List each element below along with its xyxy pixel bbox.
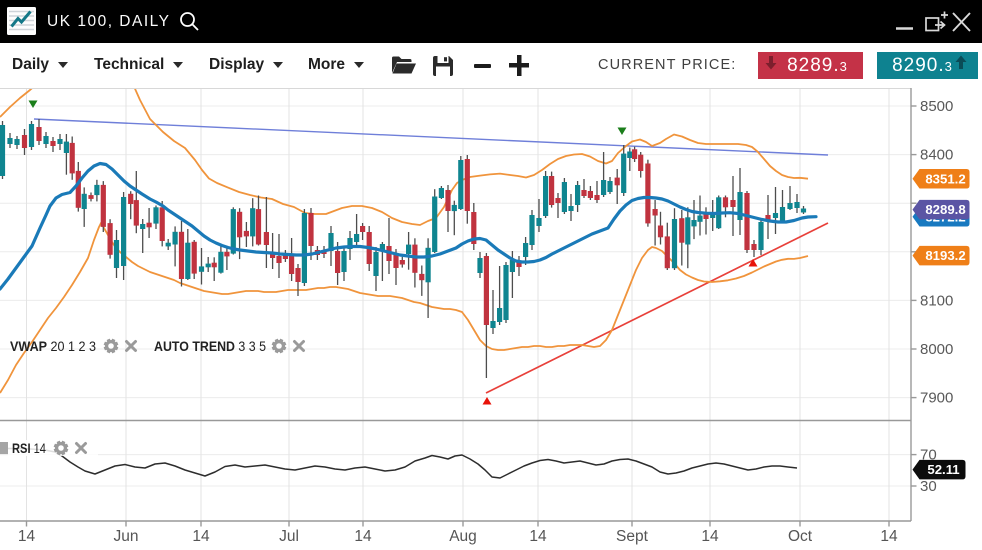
svg-text:70: 70 (920, 447, 937, 464)
svg-text:8193.2: 8193.2 (925, 248, 965, 263)
svg-text:Aug: Aug (449, 528, 477, 545)
svg-text:8351.2: 8351.2 (925, 171, 965, 186)
svg-text:Sept: Sept (616, 528, 649, 545)
svg-text:AUTO TREND 3 3 5: AUTO TREND 3 3 5 (154, 339, 266, 354)
svg-text:8289.8: 8289.8 (925, 202, 965, 217)
svg-text:14: 14 (880, 528, 898, 545)
svg-text:RSI 14: RSI 14 (12, 441, 46, 456)
svg-text:Jul: Jul (279, 528, 299, 545)
svg-text:14: 14 (354, 528, 372, 545)
svg-text:14: 14 (192, 528, 210, 545)
svg-text:8000: 8000 (920, 341, 953, 358)
svg-text:Jun: Jun (114, 528, 139, 545)
svg-text:Oct: Oct (788, 528, 813, 545)
svg-text:14: 14 (529, 528, 547, 545)
svg-text:8500: 8500 (920, 98, 953, 115)
svg-text:30: 30 (920, 478, 937, 495)
svg-text:8400: 8400 (920, 147, 953, 164)
svg-text:52.11: 52.11 (927, 462, 959, 477)
svg-text:14: 14 (18, 528, 36, 545)
svg-text:7900: 7900 (920, 390, 953, 407)
svg-text:VWAP 20 1 2 3: VWAP 20 1 2 3 (10, 339, 96, 354)
svg-text:8100: 8100 (920, 292, 953, 309)
svg-text:14: 14 (701, 528, 719, 545)
